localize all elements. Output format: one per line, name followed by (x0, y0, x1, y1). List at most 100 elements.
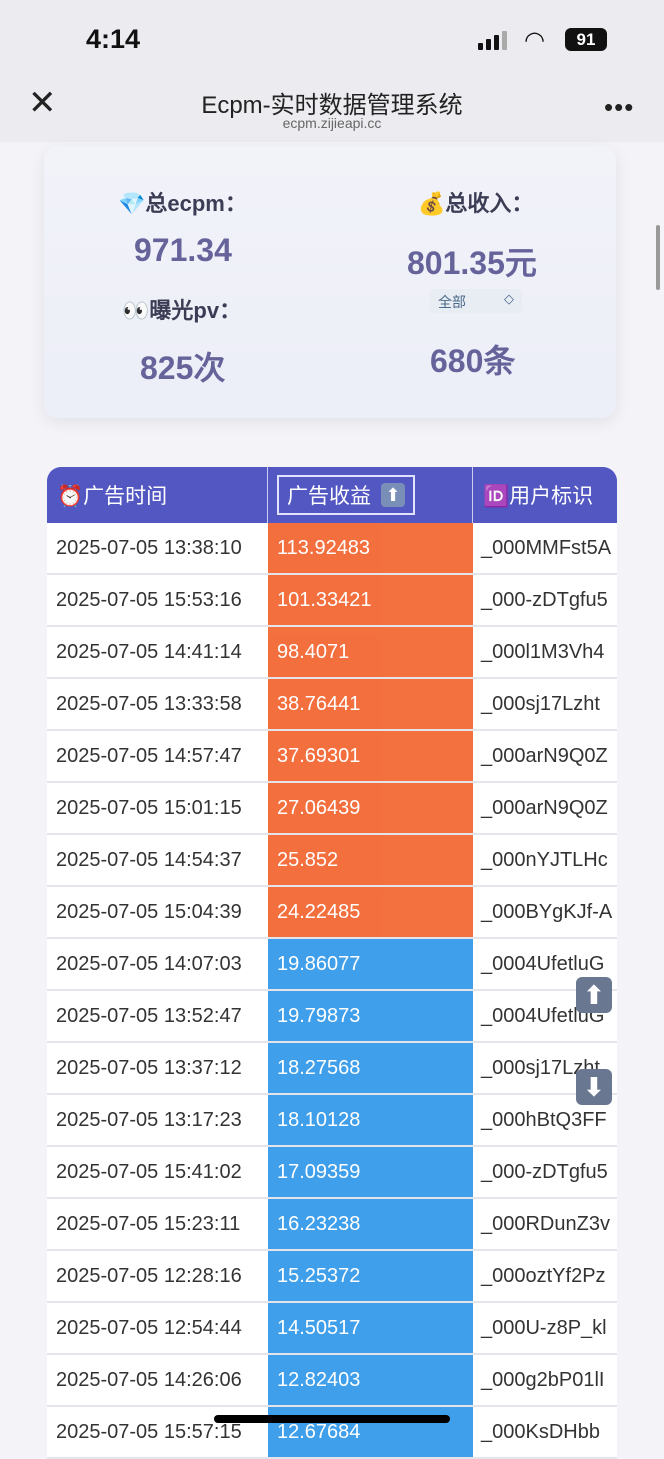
cell-ad-time: 2025-07-05 13:37:12 (56, 1056, 242, 1079)
cell-ad-revenue: 37.69301 (268, 731, 473, 781)
cell-ad-revenue: 17.09359 (268, 1147, 473, 1197)
cell-ad-revenue: 98.4071 (268, 627, 473, 677)
close-icon[interactable]: ✕ (28, 84, 57, 122)
arrow-up-icon: ⬆ (381, 483, 405, 507)
header-ad-revenue-label: 广告收益 (287, 485, 371, 508)
table-row[interactable]: 2025-07-05 13:37:12 18.27568 _000sj17Lzht (47, 1043, 617, 1095)
cell-user-id: _000arN9Q0Z (481, 744, 608, 767)
table-row[interactable]: 2025-07-05 13:17:23 18.10128 _000hBtQ3FF (47, 1095, 617, 1147)
ecpm-label: 💎总ecpm： (118, 191, 247, 216)
table-body: 2025-07-05 13:38:10 113.92483 _000MMFst5A 2… (47, 523, 617, 1459)
cell-ad-revenue: 18.10128 (268, 1095, 473, 1145)
cell-ad-time: 2025-07-05 13:17:23 (56, 1108, 242, 1131)
table-row[interactable]: 2025-07-05 12:54:44 14.50517 _000U-z8P_kl (47, 1303, 617, 1355)
scroll-bottom-button[interactable]: ⬇ (576, 1069, 612, 1105)
wifi-icon: ◠ (524, 27, 545, 54)
cell-ad-revenue: 19.86077 (268, 939, 473, 989)
cell-ad-time: 2025-07-05 15:41:02 (56, 1160, 242, 1183)
cell-ad-time: 2025-07-05 12:54:44 (56, 1316, 242, 1339)
cell-ad-time: 2025-07-05 15:53:16 (56, 588, 242, 611)
cell-ad-revenue: 101.33421 (268, 575, 473, 625)
cell-ad-revenue: 24.22485 (268, 887, 473, 937)
cell-ad-revenue: 18.27568 (268, 1043, 473, 1093)
cell-ad-time: 2025-07-05 15:01:15 (56, 796, 242, 819)
cell-ad-revenue: 15.25372 (268, 1251, 473, 1301)
ad-revenue-table: ⏰广告时间 广告收益 ⬆ 🆔用户标识 2025-07-05 13:38:10 113… (47, 467, 617, 1459)
table-row[interactable]: 2025-07-05 15:04:39 24.22485 _000BYgKJf-A (47, 887, 617, 939)
pv-label: 👀曝光pv： (122, 298, 242, 323)
cell-user-id: _000sj17Lzht (481, 692, 600, 715)
signal-icon (478, 30, 507, 50)
header-user-id[interactable]: 🆔用户标识 (483, 485, 594, 508)
cell-ad-time: 2025-07-05 13:33:58 (56, 692, 242, 715)
cell-user-id: _000U-z8P_kl (481, 1316, 607, 1339)
cell-ad-time: 2025-07-05 15:04:39 (56, 900, 242, 923)
table-row[interactable]: 2025-07-05 12:28:16 15.25372 _000oztYf2Pz (47, 1251, 617, 1303)
page-title: Ecpm-实时数据管理系统 (201, 92, 463, 119)
header-ad-time[interactable]: ⏰广告时间 (47, 467, 268, 523)
cell-ad-revenue: 38.76441 (268, 679, 473, 729)
browser-header: 4:14 ◠ 91 ✕ Ecpm-实时数据管理系统 ecpm.zijieapi.… (0, 0, 664, 142)
cell-user-id: _000BYgKJf-A (481, 900, 613, 923)
filter-select[interactable]: 全部 ◇ (430, 289, 522, 313)
cell-ad-revenue: 16.23238 (268, 1199, 473, 1249)
table-row[interactable]: 2025-07-05 14:26:06 12.82403 _000g2bP01lI (47, 1355, 617, 1407)
cell-ad-revenue: 12.82403 (268, 1355, 473, 1405)
income-label: 💰总收入： (418, 191, 534, 216)
header-ad-revenue[interactable]: 广告收益 ⬆ (268, 467, 473, 523)
cell-ad-revenue: 14.50517 (268, 1303, 473, 1353)
count-value: 680条 (430, 343, 516, 379)
table-row[interactable]: 2025-07-05 15:23:11 16.23238 _000RDunZ3v (47, 1199, 617, 1251)
cell-ad-time: 2025-07-05 14:57:47 (56, 744, 242, 767)
cell-user-id: _000arN9Q0Z (481, 796, 608, 819)
table-row[interactable]: 2025-07-05 14:57:47 37.69301 _000arN9Q0Z (47, 731, 617, 783)
filter-select-value: 全部 (438, 294, 466, 310)
cell-user-id: _000oztYf2Pz (481, 1264, 606, 1287)
cell-ad-time: 2025-07-05 14:54:37 (56, 848, 242, 871)
table-row[interactable]: 2025-07-05 14:54:37 25.852 _000nYJTLHc (47, 835, 617, 887)
cell-ad-time: 2025-07-05 12:28:16 (56, 1264, 242, 1287)
cell-ad-time: 2025-07-05 14:26:06 (56, 1368, 242, 1391)
scrollbar[interactable] (656, 225, 660, 290)
more-icon[interactable]: ••• (604, 92, 635, 122)
table-row[interactable]: 2025-07-05 13:52:47 19.79873 _0004UfetluG (47, 991, 617, 1043)
table-row[interactable]: 2025-07-05 14:41:14 98.4071 _000l1M3Vh4 (47, 627, 617, 679)
cell-user-id: _000-zDTgfu5 (481, 1160, 608, 1183)
cell-user-id: _000KsDHbb (481, 1420, 600, 1443)
cell-user-id: _0004UfetluG (481, 1004, 605, 1027)
table-row[interactable]: 2025-07-05 15:53:16 101.33421 _000-zDTgfu5 (47, 575, 617, 627)
scroll-top-button[interactable]: ⬆ (576, 977, 612, 1013)
cell-ad-revenue: 27.06439 (268, 783, 473, 833)
cell-user-id: _000MMFst5A (481, 536, 612, 559)
cell-ad-time: 2025-07-05 14:41:14 (56, 640, 242, 663)
table-row[interactable]: 2025-07-05 14:07:03 19.86077 _0004UfetluG (47, 939, 617, 991)
cell-user-id: _000g2bP01lI (481, 1368, 605, 1391)
cell-user-id: _0004UfetluG (481, 952, 605, 975)
home-indicator (214, 1415, 450, 1423)
cell-user-id: _000l1M3Vh4 (481, 640, 605, 663)
cell-ad-time: 2025-07-05 14:07:03 (56, 952, 242, 975)
income-value: 801.35元 (407, 245, 537, 281)
cell-user-id: _000RDunZ3v (481, 1212, 610, 1235)
cell-ad-revenue: 19.79873 (268, 991, 473, 1041)
table-row[interactable]: 2025-07-05 15:41:02 17.09359 _000-zDTgfu5 (47, 1147, 617, 1199)
table-header: ⏰广告时间 广告收益 ⬆ 🆔用户标识 (47, 467, 617, 523)
cell-user-id: _000nYJTLHc (481, 848, 608, 871)
pv-value: 825次 (140, 350, 226, 386)
table-row[interactable]: 2025-07-05 13:38:10 113.92483 _000MMFst5A (47, 523, 617, 575)
stats-card: 💎总ecpm： 971.34 💰总收入： 801.35元 👀曝光pv： 825次… (44, 146, 616, 418)
chevron-updown-icon: ◇ (504, 291, 514, 306)
table-row[interactable]: 2025-07-05 13:33:58 38.76441 _000sj17Lzht (47, 679, 617, 731)
page-url: ecpm.zijieapi.cc (282, 115, 382, 131)
cell-ad-time: 2025-07-05 15:23:11 (56, 1212, 241, 1235)
battery-icon: 91 (565, 28, 607, 51)
status-time: 4:14 (86, 24, 141, 54)
cell-user-id: _000hBtQ3FF (481, 1108, 607, 1131)
table-row[interactable]: 2025-07-05 15:01:15 27.06439 _000arN9Q0Z (47, 783, 617, 835)
cell-user-id: _000sj17Lzht (481, 1056, 600, 1079)
cell-user-id: _000-zDTgfu5 (481, 588, 608, 611)
cell-ad-time: 2025-07-05 13:52:47 (56, 1004, 242, 1027)
cell-ad-revenue: 25.852 (268, 835, 473, 885)
ecpm-value: 971.34 (134, 232, 232, 268)
cell-ad-revenue: 113.92483 (268, 523, 473, 573)
